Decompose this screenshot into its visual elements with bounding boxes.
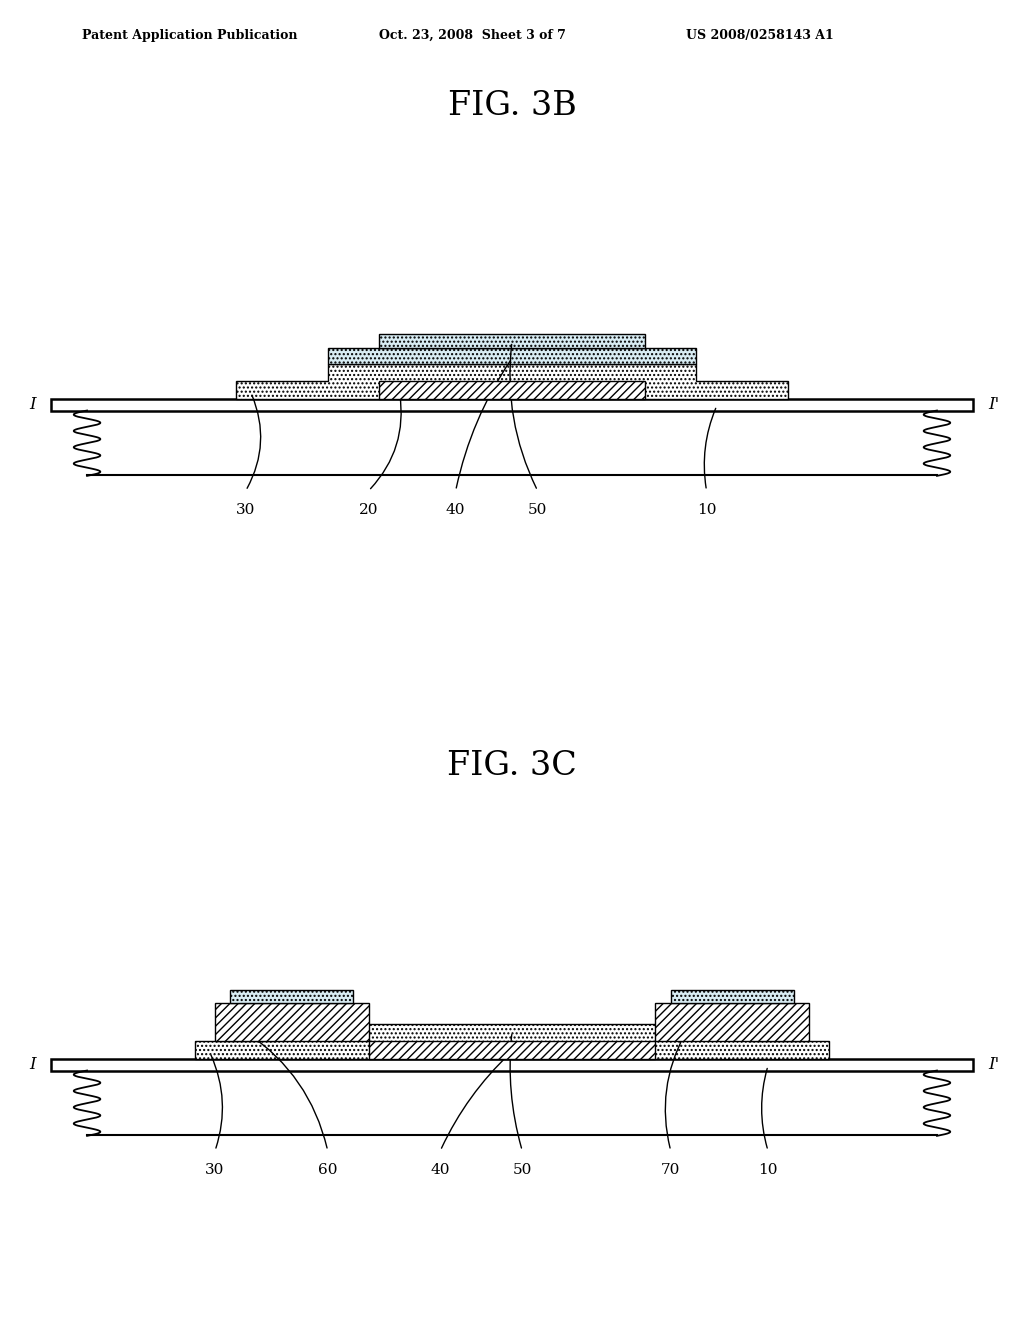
Bar	[51, 1059, 973, 1071]
Bar	[671, 990, 794, 1003]
Text: US 2008/0258143 A1: US 2008/0258143 A1	[686, 29, 834, 42]
Text: 30: 30	[237, 503, 255, 516]
Bar	[369, 1040, 655, 1059]
Polygon shape	[236, 364, 788, 399]
Text: Oct. 23, 2008  Sheet 3 of 7: Oct. 23, 2008 Sheet 3 of 7	[379, 29, 565, 42]
Text: 50: 50	[513, 1163, 531, 1176]
Bar	[51, 399, 973, 411]
Text: 10: 10	[758, 1163, 778, 1176]
Text: I': I'	[988, 396, 999, 413]
Text: 50: 50	[528, 503, 547, 516]
Text: Patent Application Publication: Patent Application Publication	[82, 29, 297, 42]
Text: I': I'	[988, 1056, 999, 1073]
Text: 60: 60	[317, 1163, 338, 1176]
Bar	[230, 990, 353, 1003]
Polygon shape	[195, 1024, 829, 1059]
Text: 30: 30	[206, 1163, 224, 1176]
Text: I: I	[30, 396, 36, 413]
Bar	[215, 1003, 369, 1040]
Text: FIG. 3C: FIG. 3C	[447, 750, 577, 781]
Text: 10: 10	[696, 503, 717, 516]
Text: I: I	[30, 1056, 36, 1073]
Bar	[379, 380, 645, 399]
Text: 70: 70	[662, 1163, 680, 1176]
Text: 20: 20	[358, 503, 379, 516]
Bar	[379, 334, 645, 347]
Text: 40: 40	[430, 1163, 451, 1176]
Bar	[328, 347, 696, 364]
Text: FIG. 3B: FIG. 3B	[447, 90, 577, 121]
Text: 40: 40	[445, 503, 466, 516]
Bar	[655, 1003, 809, 1040]
